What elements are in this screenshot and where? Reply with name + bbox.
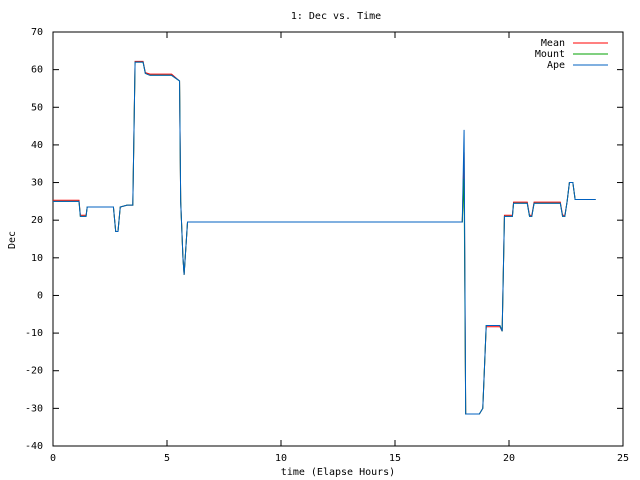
y-tick-label: 60 — [31, 65, 43, 76]
legend-label: Mount — [535, 49, 565, 60]
y-tick-label: 20 — [31, 215, 43, 226]
x-tick-label: 0 — [50, 453, 56, 464]
x-tick-label: 20 — [503, 453, 515, 464]
plot-border — [52, 31, 624, 447]
y-tick-label: 30 — [31, 178, 43, 189]
series-line — [53, 61, 596, 415]
y-tick-label: 50 — [31, 102, 43, 113]
x-tick-label: 15 — [389, 453, 401, 464]
y-tick-label: -10 — [25, 328, 43, 339]
y-tick-label: 70 — [31, 27, 43, 38]
legend-label: Ape — [547, 60, 565, 71]
y-tick-label: -40 — [25, 441, 43, 452]
y-axis-label: Dec — [7, 231, 18, 249]
chart-title: 1: Dec vs. Time — [291, 11, 381, 22]
x-tick-label: 10 — [275, 453, 287, 464]
x-axis-label: time (Elapse Hours) — [281, 467, 395, 478]
x-tick-label: 25 — [617, 453, 629, 464]
y-tick-label: 0 — [37, 290, 43, 301]
x-tick-label: 5 — [164, 453, 170, 464]
y-tick-label: -30 — [25, 403, 43, 414]
y-tick-label: -20 — [25, 366, 43, 377]
y-tick-label: 10 — [31, 253, 43, 264]
y-tick-label: 40 — [31, 140, 43, 151]
legend-label: Mean — [541, 38, 565, 49]
